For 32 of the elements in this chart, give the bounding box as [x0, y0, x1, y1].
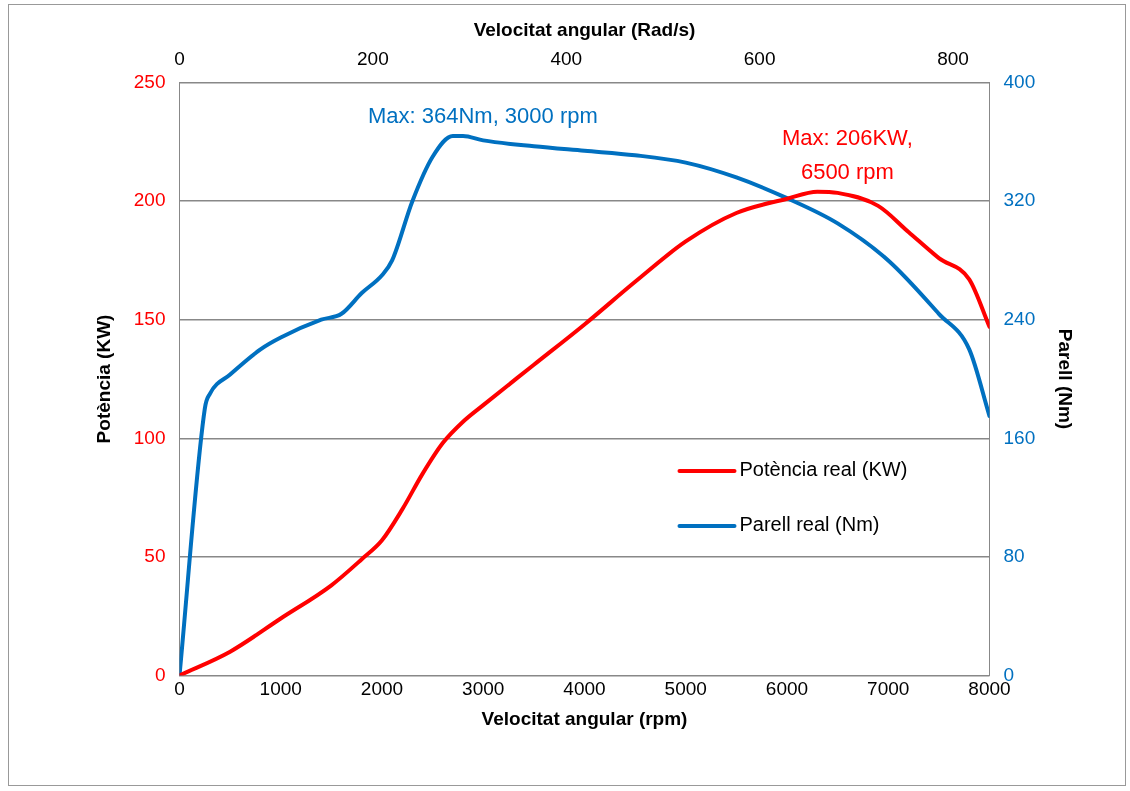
y2-tick-label: 400 [1003, 70, 1036, 92]
y-tick-label: 50 [144, 545, 166, 567]
x2-tick-label: 400 [550, 48, 583, 70]
x2-axis-title: Velocitat angular (Rad/s) [473, 18, 696, 40]
legend-label: Potència real (KW) [739, 458, 908, 481]
y-tick-label: 100 [133, 426, 166, 448]
y-tick-label: 150 [133, 307, 166, 329]
x2-tick-label: 600 [743, 48, 776, 70]
y-tick-label: 200 [133, 189, 166, 211]
x-axis-title: Velocitat angular (rpm) [481, 707, 688, 729]
x-tick-label: 7000 [867, 678, 910, 700]
x-tick-label: 0 [174, 678, 185, 700]
y2-tick-label: 160 [1003, 426, 1036, 448]
x-tick-label: 2000 [360, 678, 404, 700]
x2-tick-label: 0 [174, 48, 185, 70]
y2-tick-label: 80 [1003, 545, 1025, 567]
legend-label: Parell real (Nm) [739, 513, 880, 536]
x-tick-label: 5000 [664, 678, 707, 700]
annotation: Max: 364Nm, 3000 rpm [367, 103, 598, 129]
x-tick-label: 1000 [259, 678, 302, 700]
annotation: Max: 206KW, 6500 rpm [781, 124, 913, 184]
x-tick-label: 6000 [765, 678, 809, 700]
y-axis-title: Potència (KW) [92, 314, 114, 444]
x2-tick-label: 200 [357, 48, 389, 70]
x2-tick-label: 800 [937, 48, 969, 70]
x-tick-label: 4000 [563, 678, 606, 700]
y2-tick-label: 240 [1003, 307, 1036, 329]
x-tick-label: 3000 [462, 678, 505, 700]
y2-axis-title: Parell (Nm) [1055, 328, 1077, 430]
y-tick-label: 250 [133, 70, 166, 92]
y-tick-label: 0 [154, 663, 166, 685]
y2-tick-label: 320 [1003, 189, 1036, 211]
